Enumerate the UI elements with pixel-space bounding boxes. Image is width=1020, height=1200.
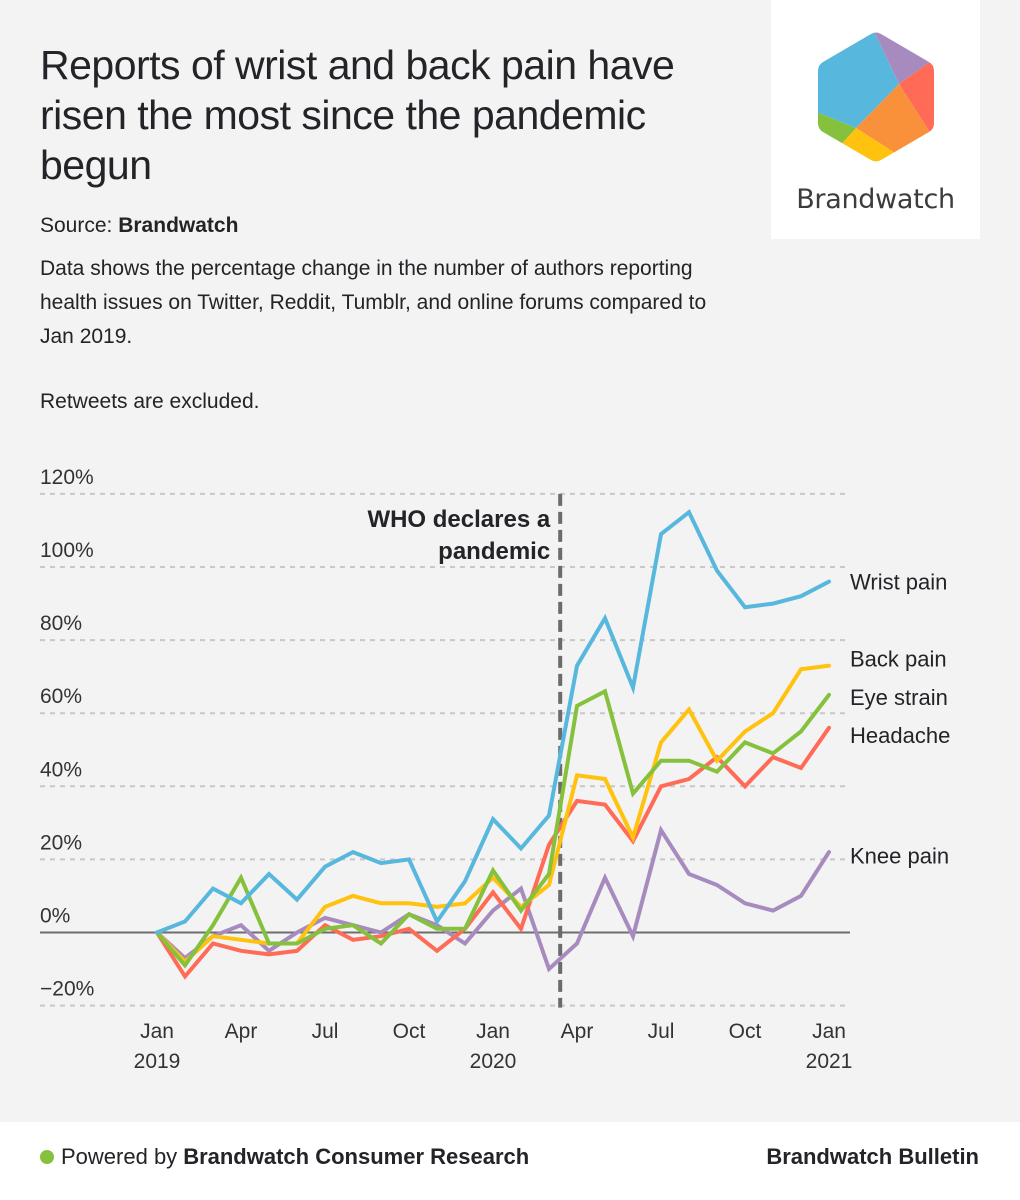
x-tick-label: Oct bbox=[729, 1020, 762, 1043]
series-label-knee-pain: Knee pain bbox=[850, 844, 949, 869]
series-label-headache: Headache bbox=[850, 723, 950, 748]
x-tick-label: Jul bbox=[648, 1020, 675, 1043]
green-dot-icon bbox=[40, 1150, 54, 1164]
annotation-text-line1: WHO declares a bbox=[367, 506, 550, 533]
chart-description: Data shows the percentage change in the … bbox=[40, 257, 707, 348]
footer: Powered by Brandwatch Consumer Research … bbox=[0, 1122, 1020, 1200]
x-tick-label: Apr bbox=[225, 1020, 258, 1043]
x-tick-label: Jan bbox=[140, 1020, 174, 1043]
logo-text: Brandwatch bbox=[796, 184, 955, 215]
series-line-eye-strain bbox=[155, 688, 831, 969]
series-label-wrist-pain: Wrist pain bbox=[850, 570, 947, 595]
x-tick-label: Jan bbox=[476, 1020, 510, 1043]
chart-note: Retweets are excluded. bbox=[40, 390, 260, 413]
footer-brand: Brandwatch Bulletin bbox=[766, 1144, 979, 1169]
x-tick-year-label: 2021 bbox=[806, 1050, 853, 1073]
source-label: Source: bbox=[40, 214, 113, 237]
y-tick-label: −20% bbox=[40, 978, 94, 1001]
series-line-knee-pain bbox=[155, 825, 831, 973]
x-tick-label: Apr bbox=[561, 1020, 594, 1043]
brandwatch-logo: Brandwatch bbox=[771, 0, 980, 239]
x-tick-label: Oct bbox=[393, 1020, 426, 1043]
y-tick-label: 80% bbox=[40, 612, 82, 635]
x-axis-labels: Jan 2019 Apr Jul Oct Jan 2020 Apr Jul Oct Jan 2021 bbox=[134, 1020, 853, 1073]
brandwatch-hexagon-icon bbox=[818, 32, 934, 162]
series-label-back-pain: Back pain bbox=[850, 646, 947, 671]
y-tick-label: 60% bbox=[40, 685, 82, 708]
x-tick-label: Jan bbox=[812, 1020, 846, 1043]
source-line: Source: Brandwatch bbox=[40, 214, 238, 238]
y-tick-label: 120% bbox=[40, 466, 94, 489]
powered-name: Brandwatch Consumer Research bbox=[183, 1144, 530, 1169]
y-tick-label: 100% bbox=[40, 539, 94, 562]
y-axis-labels: −20% 0% 20% 40% 60% 80% 100% 120% bbox=[40, 466, 94, 1001]
powered-by: Powered by Brandwatch Consumer Research bbox=[40, 1144, 529, 1170]
chart-title: Reports of wrist and back pain have rise… bbox=[40, 42, 675, 188]
x-tick-year-label: 2020 bbox=[470, 1050, 517, 1073]
logo-slice-red bbox=[899, 54, 934, 142]
x-tick-label: Jul bbox=[312, 1020, 339, 1043]
powered-prefix: Powered by bbox=[61, 1144, 178, 1169]
y-tick-label: 40% bbox=[40, 758, 82, 781]
x-tick-year-label: 2019 bbox=[134, 1050, 181, 1073]
line-chart: −20% 0% 20% 40% 60% 80% 100% 120% Jan 2019 Apr Jul… bbox=[40, 466, 950, 1073]
annotation-text-line2: pandemic bbox=[438, 538, 550, 565]
source-name: Brandwatch bbox=[118, 214, 239, 237]
series-label-eye-strain: Eye strain bbox=[850, 685, 948, 710]
series-lines bbox=[155, 509, 831, 980]
series-line-wrist-pain bbox=[155, 509, 831, 935]
y-tick-label: 0% bbox=[40, 905, 70, 928]
series-labels: Wrist pain Back pain Eye strain Headache Kne… bbox=[850, 570, 950, 869]
y-tick-label: 20% bbox=[40, 831, 82, 854]
